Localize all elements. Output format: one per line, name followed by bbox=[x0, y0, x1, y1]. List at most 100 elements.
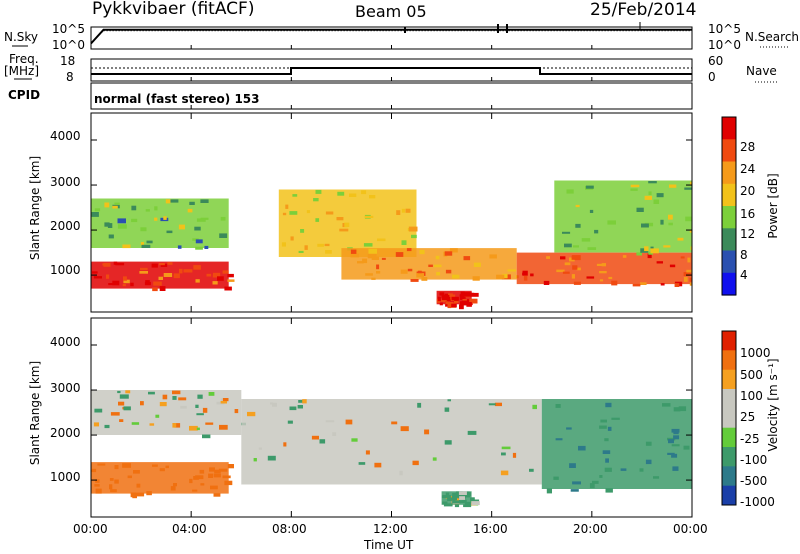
velocity-speckle bbox=[467, 430, 477, 435]
power-speckle bbox=[220, 216, 226, 221]
power-speckle bbox=[222, 270, 229, 274]
power-speckle bbox=[684, 187, 692, 190]
power-colorbar bbox=[721, 116, 737, 296]
noise-sky-line bbox=[90, 28, 692, 45]
power-cbar-tick-16: 16 bbox=[740, 207, 756, 221]
power-speckle bbox=[160, 263, 168, 267]
power-speckle bbox=[587, 247, 597, 250]
nsky-label: N.Sky bbox=[4, 30, 39, 44]
velocity-speckle bbox=[159, 468, 165, 472]
power-speckle bbox=[350, 249, 357, 254]
velocity-speckle bbox=[94, 408, 103, 413]
velocity-speckle bbox=[442, 501, 448, 505]
power-speckle bbox=[159, 263, 165, 266]
power-speckle bbox=[650, 248, 659, 254]
power-speckle bbox=[141, 244, 151, 248]
power-speckle bbox=[454, 300, 459, 303]
power-speckle bbox=[369, 195, 376, 199]
time-tick-4: 04:00 bbox=[172, 522, 207, 536]
power-speckle bbox=[442, 297, 449, 301]
power-speckle bbox=[462, 298, 470, 303]
power-speckle bbox=[363, 243, 373, 247]
power-speckle bbox=[192, 238, 199, 241]
nsearch-tick-top: 10^5 bbox=[708, 22, 741, 36]
velocity-speckle bbox=[222, 398, 229, 402]
power-speckle bbox=[668, 222, 673, 226]
velocity-speckle bbox=[683, 445, 690, 450]
velocity-speckle bbox=[117, 390, 121, 394]
power-ytick-3000: 3000 bbox=[50, 175, 81, 189]
freq-line bbox=[91, 67, 692, 75]
power-speckle bbox=[444, 293, 449, 296]
velocity-speckle bbox=[114, 479, 119, 484]
colorbar-swatch bbox=[722, 183, 736, 207]
power-speckle bbox=[543, 280, 550, 285]
velocity-speckle bbox=[162, 394, 168, 400]
colorbar-swatch bbox=[722, 272, 736, 296]
velocity-speckle bbox=[605, 488, 613, 493]
power-speckle bbox=[469, 298, 478, 304]
power-speckle bbox=[362, 258, 368, 264]
power-speckle bbox=[163, 216, 167, 220]
velocity-speckle bbox=[283, 442, 287, 447]
velocity-speckle bbox=[668, 439, 674, 444]
velocity-speckle bbox=[604, 438, 609, 442]
power-speckle bbox=[104, 202, 110, 208]
velocity-speckle bbox=[95, 479, 100, 483]
velocity-speckle bbox=[424, 429, 430, 435]
velocity-speckle bbox=[125, 390, 131, 394]
colorbar-swatch bbox=[722, 427, 736, 448]
power-speckle bbox=[644, 246, 649, 252]
colorbar-swatch bbox=[722, 408, 736, 429]
power-speckle bbox=[107, 223, 113, 228]
power-speckle bbox=[123, 279, 130, 284]
power-speckle bbox=[298, 250, 304, 253]
power-speckle bbox=[464, 292, 472, 296]
power-speckle bbox=[690, 246, 692, 251]
power-speckle bbox=[571, 256, 577, 260]
velocity-speckle bbox=[569, 463, 576, 468]
power-speckle bbox=[401, 208, 405, 213]
cpid-text: normal (fast stereo) 153 bbox=[94, 92, 260, 106]
velocity-speckle bbox=[200, 483, 205, 486]
power-speckle bbox=[449, 248, 458, 253]
velocity-speckle bbox=[92, 468, 97, 473]
power-speckle bbox=[376, 264, 380, 270]
power-speckle bbox=[196, 218, 206, 222]
power-speckle bbox=[441, 294, 450, 299]
velocity-speckle bbox=[605, 402, 612, 408]
power-speckle bbox=[439, 302, 443, 306]
velocity-speckle bbox=[599, 425, 607, 429]
power-speckle bbox=[589, 209, 594, 213]
velocity-speckle bbox=[464, 501, 472, 507]
velocity-speckle bbox=[253, 458, 257, 462]
velocity-speckle bbox=[208, 392, 215, 396]
velocity-speckle bbox=[553, 476, 559, 480]
colorbar-swatch bbox=[722, 139, 736, 163]
power-speckle bbox=[364, 215, 374, 218]
power-speckle bbox=[325, 211, 334, 215]
velocity-speckle bbox=[297, 405, 303, 409]
power-speckle bbox=[368, 248, 377, 254]
velocity-speckle bbox=[196, 413, 204, 416]
power-speckle bbox=[145, 209, 150, 212]
velocity-speckle bbox=[214, 469, 221, 474]
velocity-speckle bbox=[444, 440, 452, 445]
velocity-speckle bbox=[195, 475, 204, 480]
nave-label: Nave bbox=[746, 64, 777, 78]
power-speckle bbox=[410, 279, 419, 282]
velocity-speckle bbox=[459, 496, 465, 500]
velocity-speckle bbox=[174, 423, 181, 428]
power-speckle bbox=[630, 188, 638, 191]
power-panel bbox=[90, 112, 693, 313]
power-speckle bbox=[630, 184, 640, 188]
power-speckle bbox=[564, 262, 571, 266]
power-speckle bbox=[496, 274, 505, 279]
velocity-panel bbox=[90, 317, 693, 518]
power-speckle bbox=[445, 301, 449, 307]
power-speckle bbox=[324, 243, 330, 247]
power-speckle bbox=[599, 279, 604, 282]
power-speckle bbox=[445, 269, 452, 274]
velocity-speckle bbox=[605, 458, 609, 463]
velocity-cbar-label: Velocity [m s⁻¹] bbox=[766, 358, 780, 452]
